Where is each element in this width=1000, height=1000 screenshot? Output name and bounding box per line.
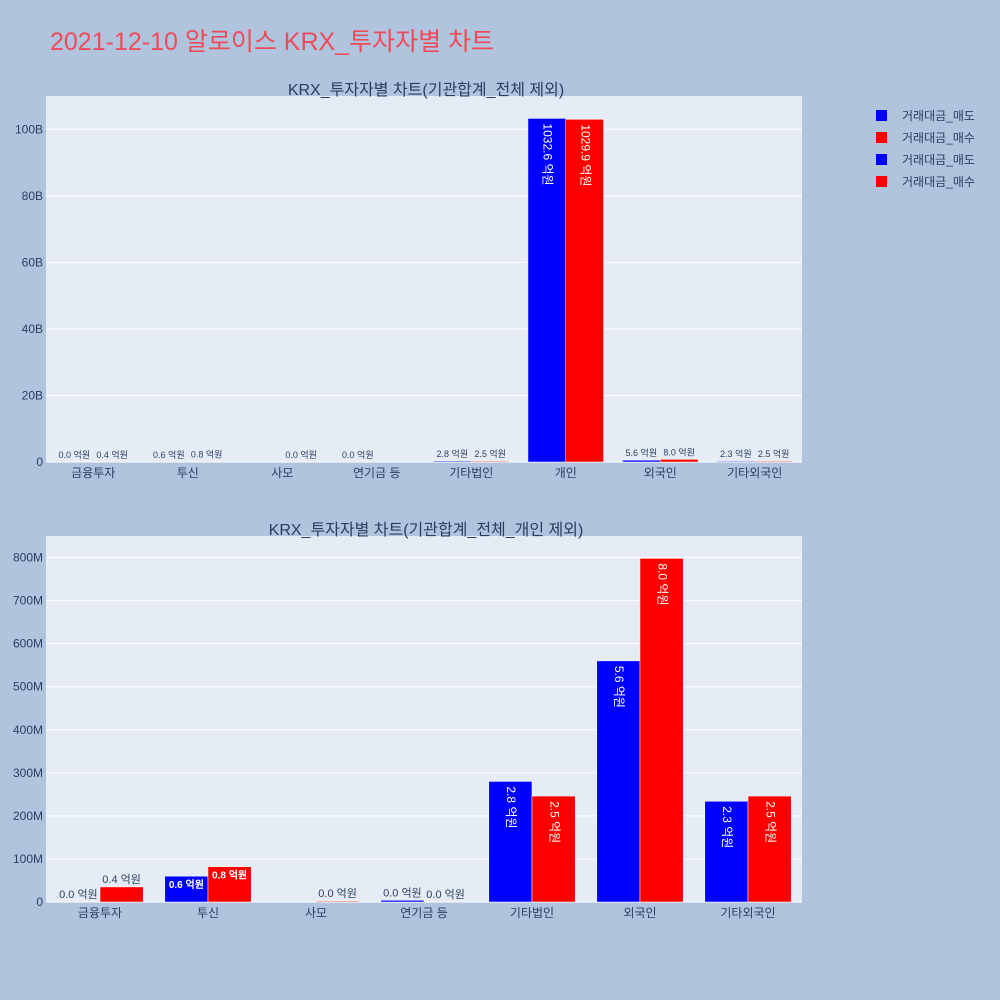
data-label: 5.6 억원 [626,447,658,458]
data-label: 2.5 억원 [474,448,506,459]
y-tick-label: 60B [22,255,43,269]
y-tick-label: 700M [13,594,43,608]
data-label: 0.0 억원 [383,886,422,899]
bar-buy [565,119,604,463]
data-label: 0.0 억원 [426,888,465,901]
bar-buy [531,795,576,903]
legend-label-buy: 거래대금_매수 [902,174,975,189]
x-tick-label: 기타법인 [449,466,493,480]
x-tick-label: 개인 [555,466,577,480]
bar-buy [99,886,144,903]
x-tick-label: 금융투자 [71,466,115,480]
bar-sell [164,875,209,903]
y-tick-label: 200M [13,809,43,823]
bar-sell [380,900,425,903]
main-title: 2021-12-10 알로이스 KRX_투자자별 차트 [50,28,495,56]
y-tick-label: 20B [22,388,43,402]
legend-item-buy[interactable]: 거래대금_매수 [876,170,975,192]
y-tick-label: 0 [36,455,43,469]
data-label: 8.0 억원 [655,563,669,605]
x-tick-label: 투신 [197,906,219,920]
chart-title: KRX_투자자별 차트(기관합계_전체_개인 제외) [269,521,584,539]
data-label: 0.6 억원 [169,878,204,891]
data-label: 5.6 억원 [612,666,626,708]
data-label: 1029.9 억원 [578,124,592,186]
x-tick-label: 기타법인 [510,906,554,920]
data-label: 2.8 억원 [504,786,518,828]
data-label: 2.3 억원 [720,448,752,459]
legend-swatch-sell [876,109,887,121]
x-tick-label: 투신 [177,466,199,480]
x-tick-label: 연기금 등 [400,906,448,920]
bar-buy [754,460,793,463]
plot-area-1 [46,96,802,462]
bar-sell [433,460,472,463]
legend-item-sell[interactable]: 거래대금_매도 [876,104,975,126]
data-label: 0.4 억원 [102,873,141,886]
y-tick-label: 40B [22,322,43,336]
data-label: 1032.6 억원 [541,123,555,185]
data-label: 0.6 억원 [153,449,185,460]
data-label: 0.0 억원 [59,888,98,901]
x-tick-label: 기타외국인 [720,906,775,920]
x-tick-label: 금융투자 [78,906,122,920]
legend-swatch-buy [876,175,887,187]
legend-label-sell: 거래대금_매도 [902,152,975,167]
plot-area-2 [46,536,802,902]
bar-buy [471,460,510,463]
bar-sell [596,660,641,903]
data-label: 2.8 억원 [437,448,469,459]
data-label: 0.8 억원 [191,449,223,460]
x-tick-label: 기타외국인 [727,466,782,480]
legend-item-sell[interactable]: 거래대금_매도 [876,148,975,170]
chart-title: KRX_투자자별 차트(기관합계_전체 제외) [288,81,564,99]
y-tick-label: 0 [36,895,43,909]
data-label: 8.0 억원 [663,446,695,457]
y-tick-label: 80B [22,189,43,203]
y-tick-label: 800M [13,551,43,565]
legend-label-buy: 거래대금_매수 [902,130,975,145]
data-label: 0.0 억원 [318,887,357,900]
x-tick-label: 연기금 등 [353,466,401,480]
data-label: 2.5 억원 [547,801,561,843]
bar-buy [747,795,792,903]
y-tick-label: 400M [13,723,43,737]
data-label: 2.5 억원 [758,448,790,459]
bar-sell [704,800,749,903]
legend-label-sell: 거래대금_매도 [902,108,975,123]
data-label: 0.0 억원 [59,449,91,460]
data-label: 0.8 억원 [212,869,247,882]
bar-sell [622,459,661,463]
bar-sell [716,460,756,463]
legend-item-buy[interactable]: 거래대금_매수 [876,126,975,148]
x-tick-label: 외국인 [623,906,656,920]
x-tick-label: 사모 [271,466,293,480]
x-tick-label: 외국인 [644,466,677,480]
data-label: 0.4 억원 [96,449,128,460]
data-label: 2.3 억원 [720,806,734,848]
data-label: 0.0 억원 [342,449,374,460]
y-tick-label: 100M [13,852,43,866]
bar-buy [315,900,360,903]
y-tick-label: 100B [15,122,43,136]
y-tick-label: 600M [13,637,43,651]
legend-swatch-sell [876,153,887,165]
x-tick-label: 사모 [305,906,327,920]
legend-swatch-buy [876,131,887,143]
bar-buy [639,558,684,903]
data-label: 0.0 억원 [285,449,317,460]
bar-buy [207,866,252,903]
legend[interactable]: 거래대금_매도 거래대금_매수 거래대금_매도 거래대금_매수 [876,104,975,192]
y-tick-label: 500M [13,680,43,694]
data-label: 2.5 억원 [763,801,777,843]
bar-buy [660,459,699,463]
y-tick-label: 300M [13,766,43,780]
